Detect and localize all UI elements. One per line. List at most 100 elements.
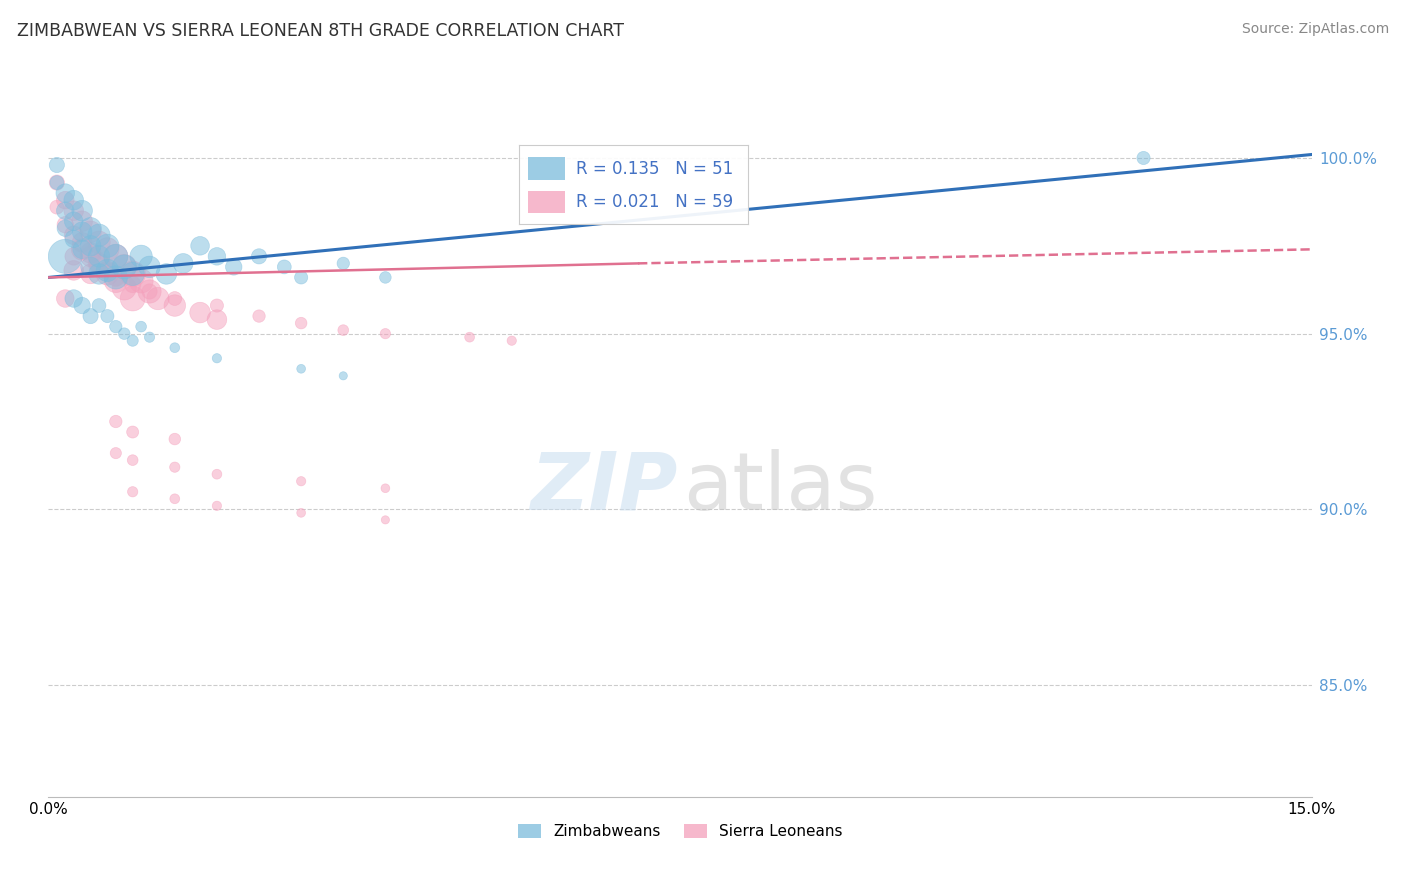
Point xyxy=(138,260,160,274)
Point xyxy=(121,453,143,467)
Text: R = 0.135   N = 51: R = 0.135 N = 51 xyxy=(576,160,734,178)
Point xyxy=(70,235,93,250)
Point xyxy=(79,225,101,239)
Point xyxy=(62,263,84,277)
Point xyxy=(87,256,110,270)
Point xyxy=(205,312,228,326)
Text: atlas: atlas xyxy=(683,449,877,526)
Point xyxy=(79,260,101,274)
Point xyxy=(45,176,67,190)
Point xyxy=(112,281,135,295)
Point xyxy=(104,446,127,460)
Point xyxy=(62,249,84,263)
Point xyxy=(87,299,110,313)
Point xyxy=(163,432,186,446)
Bar xyxy=(529,191,565,213)
Point xyxy=(172,256,194,270)
Point xyxy=(163,299,186,313)
Point xyxy=(53,249,76,263)
Point xyxy=(290,506,312,520)
Point xyxy=(121,267,143,281)
Point xyxy=(45,200,67,214)
Point xyxy=(205,499,228,513)
Point xyxy=(62,232,84,246)
Point xyxy=(129,319,152,334)
Point xyxy=(53,218,76,232)
Point xyxy=(70,203,93,218)
Point xyxy=(104,415,127,429)
Point xyxy=(290,270,312,285)
Point xyxy=(374,270,396,285)
Point xyxy=(104,249,127,263)
Point xyxy=(247,249,270,263)
Point xyxy=(1132,151,1154,165)
Point xyxy=(290,474,312,488)
Point xyxy=(79,309,101,323)
Point xyxy=(53,186,76,200)
Point xyxy=(104,319,127,334)
Point xyxy=(121,334,143,348)
Point xyxy=(79,267,101,281)
Point xyxy=(45,158,67,172)
Point xyxy=(121,292,143,306)
Point xyxy=(70,243,93,257)
Point xyxy=(79,249,101,263)
Point xyxy=(53,292,76,306)
Point xyxy=(104,270,127,285)
Point xyxy=(96,243,118,257)
Point xyxy=(104,249,127,263)
Point xyxy=(96,309,118,323)
Point xyxy=(112,326,135,341)
Point xyxy=(121,484,143,499)
Point xyxy=(121,267,143,281)
Legend: Zimbabweans, Sierra Leoneans: Zimbabweans, Sierra Leoneans xyxy=(512,818,848,845)
Point xyxy=(129,249,152,263)
Point xyxy=(155,267,177,281)
Point xyxy=(138,330,160,344)
Point xyxy=(96,263,118,277)
Text: ZIMBABWEAN VS SIERRA LEONEAN 8TH GRADE CORRELATION CHART: ZIMBABWEAN VS SIERRA LEONEAN 8TH GRADE C… xyxy=(17,22,624,40)
Point xyxy=(332,256,354,270)
Point xyxy=(96,239,118,253)
Point xyxy=(222,260,245,274)
Point xyxy=(332,323,354,337)
Point xyxy=(129,274,152,288)
Point xyxy=(247,309,270,323)
Point xyxy=(374,481,396,495)
Text: R = 0.021   N = 59: R = 0.021 N = 59 xyxy=(576,193,734,211)
Point xyxy=(163,460,186,475)
Point xyxy=(112,260,135,274)
Point xyxy=(205,351,228,366)
Point xyxy=(87,249,110,263)
Point xyxy=(87,228,110,243)
Bar xyxy=(529,158,565,179)
Point xyxy=(104,270,127,285)
Point xyxy=(79,245,101,260)
Point xyxy=(273,260,295,274)
Point xyxy=(374,326,396,341)
Point xyxy=(104,274,127,288)
Point xyxy=(138,285,160,299)
Point xyxy=(62,193,84,207)
Point xyxy=(458,330,481,344)
Point xyxy=(205,467,228,482)
Point xyxy=(146,292,169,306)
Point xyxy=(87,267,110,281)
Point xyxy=(70,214,93,228)
Point xyxy=(70,225,93,239)
Point xyxy=(62,214,84,228)
Point xyxy=(290,361,312,376)
Point xyxy=(87,235,110,250)
Point xyxy=(62,228,84,243)
Point xyxy=(87,256,110,270)
Point xyxy=(79,221,101,235)
Point xyxy=(96,267,118,281)
Point xyxy=(163,491,186,506)
Point xyxy=(79,239,101,253)
Point xyxy=(163,341,186,355)
Point xyxy=(138,285,160,299)
Point xyxy=(70,243,93,257)
Point xyxy=(112,260,135,274)
Point xyxy=(205,249,228,263)
Point xyxy=(53,221,76,235)
